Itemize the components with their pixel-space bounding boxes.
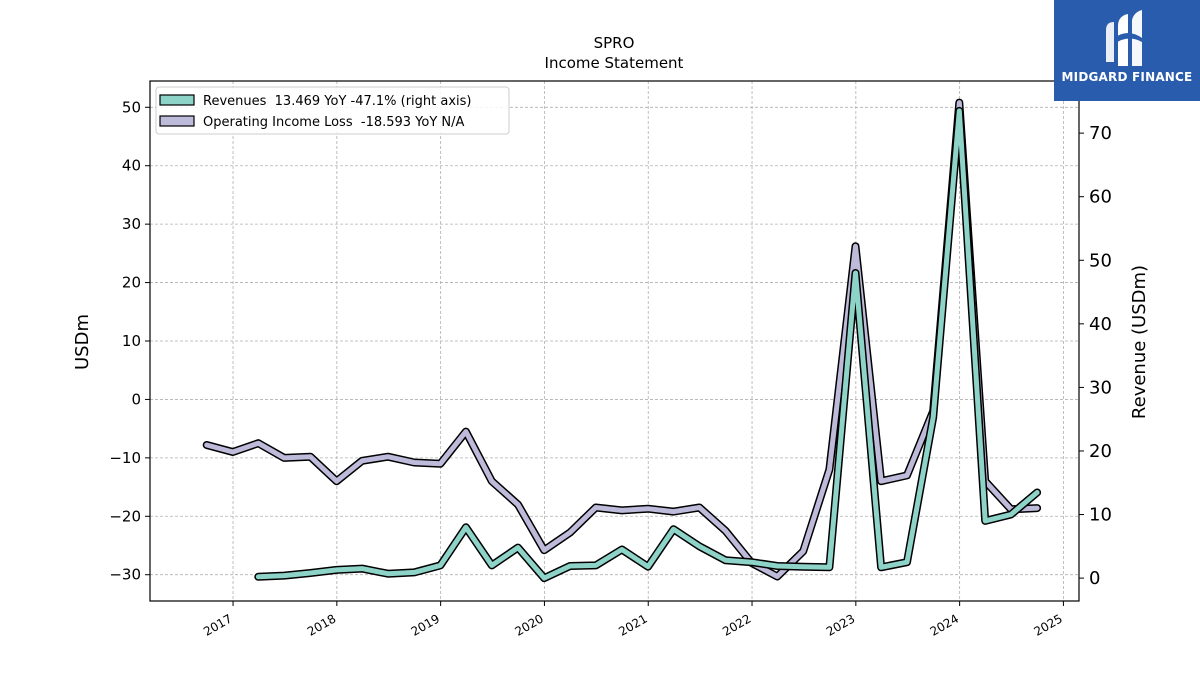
y-tick-label-left: 20: [122, 274, 141, 292]
y-tick-label-left: 50: [122, 98, 141, 116]
legend-label-revenues: Revenues 13.469 YoY -47.1% (right axis): [203, 94, 472, 109]
brand-name: MIDGARD FINANCE: [1061, 70, 1193, 84]
axes-layer: −30 −20 −10 0 10 20 30 40 50 0 10 20 30 40 50 60 70 2017 2…: [109, 98, 1112, 639]
y-tick-label-right: 70: [1089, 123, 1112, 144]
y-axis-label-left: USDm: [72, 314, 93, 370]
series-line-operating-income: [204, 100, 1040, 579]
legend-label-operating-income: Operating Income Loss -18.593 YoY N/A: [203, 115, 465, 130]
brand-logo: MIDGARD FINANCE: [1054, 0, 1200, 101]
midgard-logo-icon: [1106, 10, 1142, 66]
x-tick-label: 2025: [1031, 611, 1064, 638]
x-tick-label: 2023: [824, 611, 857, 638]
y-tick-label-right: 50: [1089, 250, 1112, 271]
legend: Revenues 13.469 YoY -47.1% (right axis) …: [155, 86, 510, 135]
y-tick-label-right: 10: [1089, 505, 1112, 526]
y-tick-label-left: −10: [109, 449, 141, 467]
y-tick-label-left: 0: [131, 390, 141, 408]
legend-swatch-operating-income: [159, 115, 195, 127]
x-tick-label: 2020: [512, 611, 545, 638]
y-tick-label-left: −20: [109, 507, 141, 525]
y-tick-label-right: 20: [1089, 441, 1112, 462]
chart-subtitle: Income Statement: [545, 54, 684, 72]
series-line-outline-operating-income: [202, 98, 1042, 581]
x-tick-label: 2021: [616, 611, 649, 638]
legend-swatch-revenues: [159, 94, 195, 106]
y-tick-label-left: 10: [122, 332, 141, 350]
y-axis-label-right: Revenue (USDm): [1129, 265, 1150, 419]
series-line-revenues: [255, 108, 1040, 581]
y-tick-label-right: 30: [1089, 377, 1112, 398]
chart-title: SPRO: [594, 34, 635, 52]
x-tick-label: 2017: [201, 611, 234, 638]
y-tick-label-right: 40: [1089, 314, 1112, 335]
y-tick-label-left: 30: [122, 215, 141, 233]
y-tick-label-left: 40: [122, 157, 141, 175]
y-tick-label-right: 60: [1089, 187, 1112, 208]
x-tick-label: 2019: [409, 611, 442, 638]
grid-layer: [150, 81, 1079, 601]
x-tick-label: 2022: [720, 611, 753, 638]
series-layer: [202, 98, 1042, 583]
y-tick-label-right: 0: [1089, 568, 1100, 589]
x-tick-label: 2018: [305, 611, 338, 638]
x-tick-label: 2024: [928, 611, 961, 638]
legend-frame: [155, 86, 510, 135]
y-tick-label-left: −30: [109, 566, 141, 584]
